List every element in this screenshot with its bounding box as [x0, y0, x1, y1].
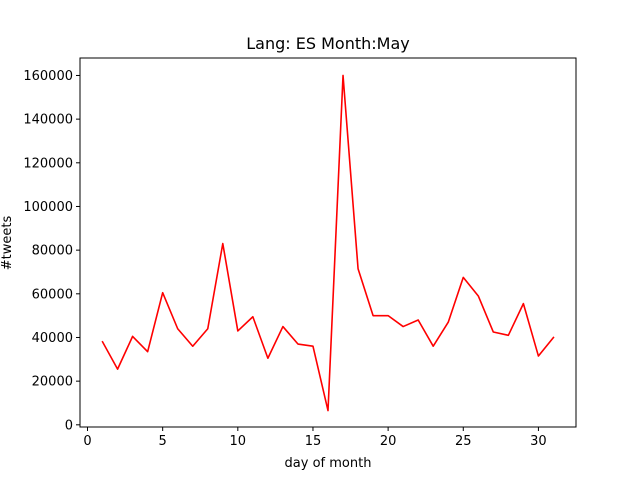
ticks-layer: 0 5 10 15 20 25 30 0 20000 40000 60000 80000 100000 1… [23, 69, 546, 449]
plot-area-background [80, 58, 576, 427]
y-tick-label: 80000 [32, 244, 73, 259]
y-tick-label: 0 [65, 418, 73, 433]
series-line-tweets [101, 74, 555, 412]
chart-title: Lang: ES Month:May [246, 34, 409, 53]
plot-frame [79, 57, 577, 428]
y-tick-label: 100000 [23, 200, 73, 215]
y-tick-label: 60000 [32, 287, 73, 302]
x-tick-label: 20 [380, 434, 397, 449]
y-tick-label: 160000 [23, 69, 73, 84]
y-axis-label: #tweets [0, 216, 15, 271]
y-tick-label: 140000 [23, 113, 73, 128]
x-tick-label: 10 [230, 434, 247, 449]
x-tick-label: 30 [530, 434, 547, 449]
y-tick-label: 120000 [23, 156, 73, 171]
x-tick-label: 15 [305, 434, 322, 449]
x-tick-label: 25 [455, 434, 472, 449]
x-tick-label: 5 [159, 434, 167, 449]
x-axis-label: day of month [285, 456, 372, 471]
y-tick-label: 40000 [32, 331, 73, 346]
series-layer [101, 74, 555, 412]
y-tick-label: 20000 [32, 375, 73, 390]
x-tick-label: 0 [83, 434, 91, 449]
